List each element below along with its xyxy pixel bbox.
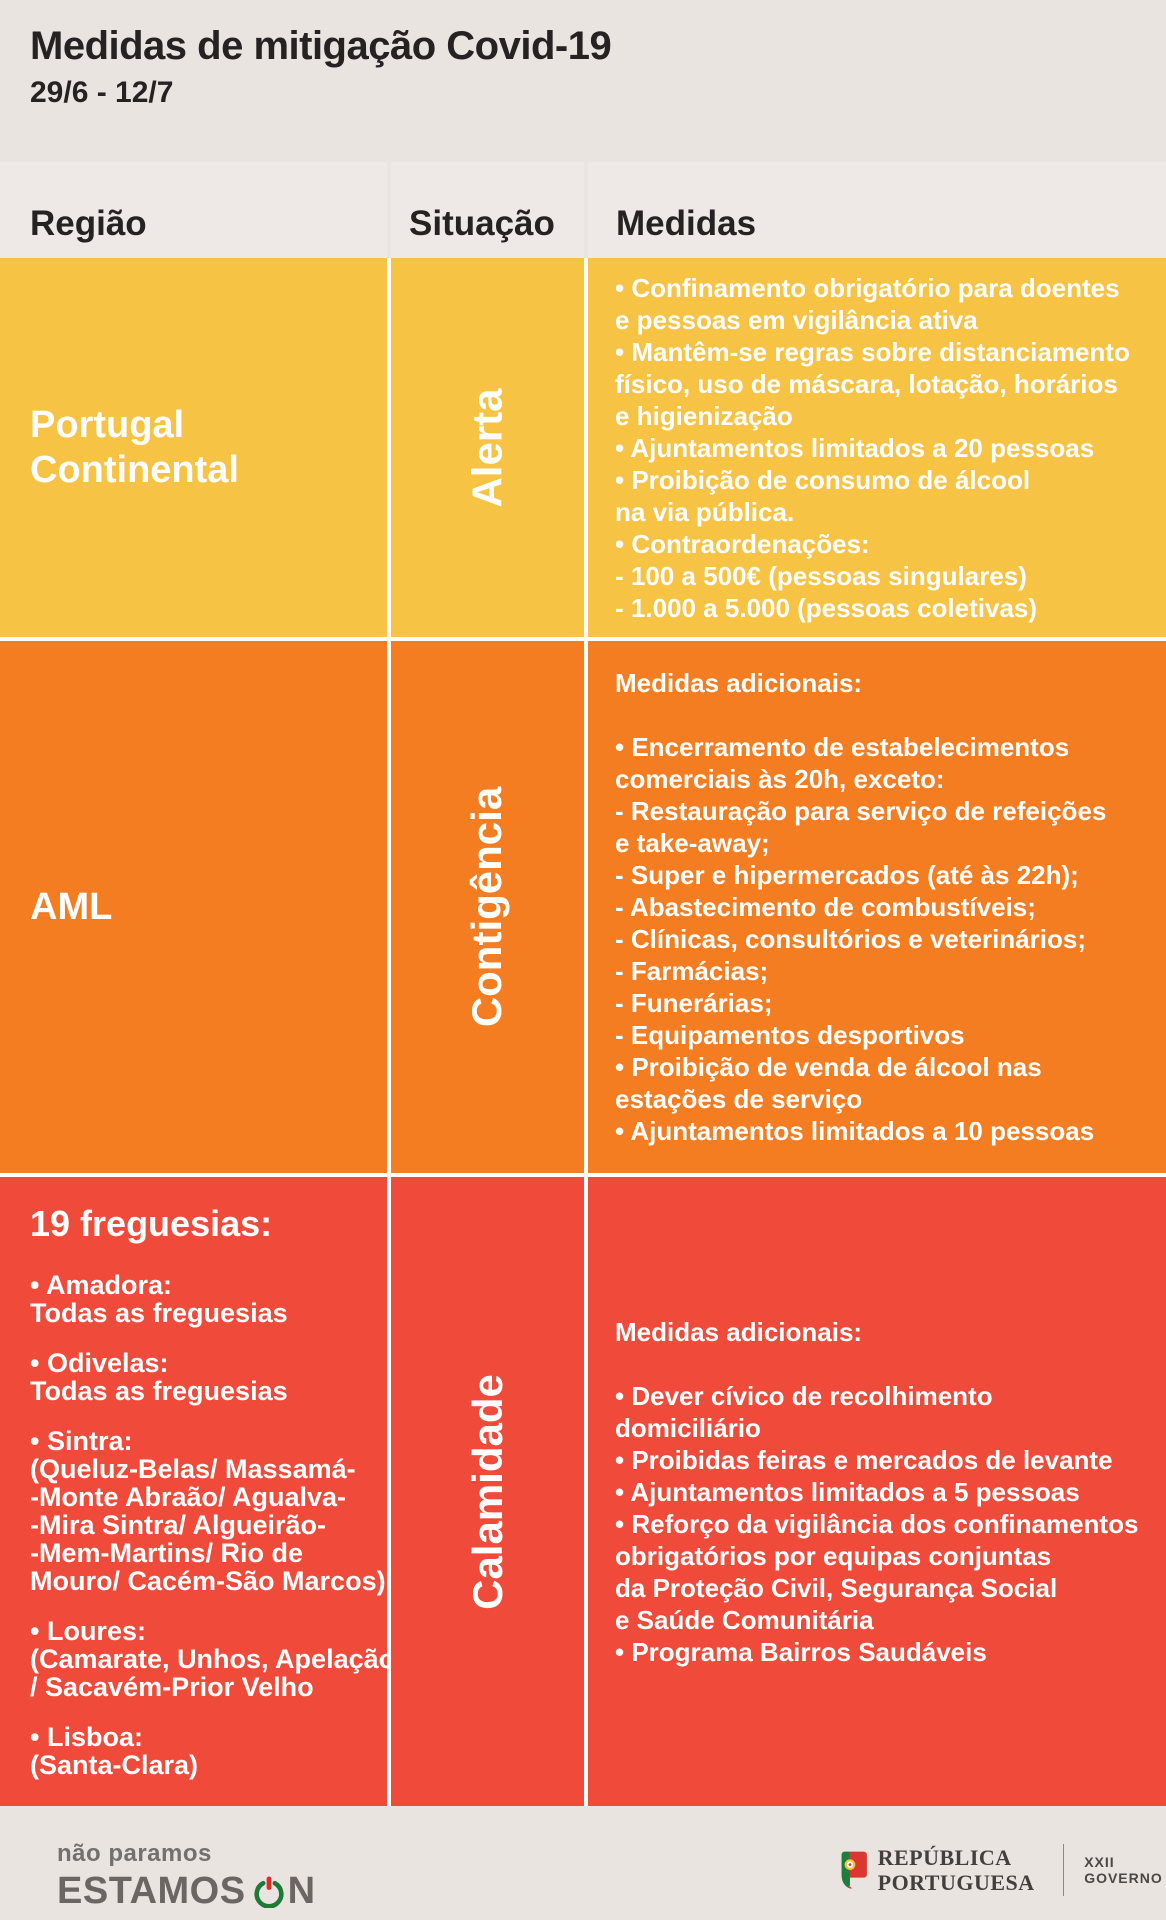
measure-line: da Proteção Civil, Segurança Social	[615, 1572, 1058, 1603]
measures-intro: Medidas adicionais:	[615, 668, 863, 698]
region-item-detail: (Santa-Clara)	[30, 1750, 199, 1780]
table-header-regiao: Região	[0, 162, 387, 258]
region-items-list: • Amadora: Todas as freguesias • Odivelas:…	[30, 1271, 396, 1801]
portugal-flag-icon	[841, 1851, 867, 1889]
measure-line: e Saúde Comunitária	[615, 1604, 874, 1635]
measure-line: e take-away;	[615, 828, 770, 858]
gov-divider	[1062, 1844, 1065, 1896]
region-item-detail: Todas as freguesias	[30, 1376, 288, 1406]
region-item-label: • Loures:	[30, 1616, 146, 1646]
table-header-situacao: Situação	[391, 162, 584, 258]
region-item-detail: -Monte Abraão/ Agualva-	[30, 1482, 347, 1512]
region-title: Portugal Continental	[30, 404, 239, 491]
table-header-situacao-label: Situação	[409, 204, 555, 243]
region-item-detail: / Sacavém-Prior Velho	[30, 1672, 314, 1702]
measure-line: - 1.000 a 5.000 (pessoas coletivas)	[615, 592, 1038, 623]
region-item-detail: Todas as freguesias	[30, 1298, 288, 1328]
page-title: Medidas de mitigação Covid-19	[30, 24, 612, 68]
tagline-word-n: N	[287, 1870, 316, 1912]
table-header-row: Região Situação Medidas	[0, 162, 1166, 258]
region-item-detail: (Camarate, Unhos, Apelação	[30, 1644, 396, 1674]
region-item: • Lisboa: (Santa-Clara)	[30, 1723, 377, 1779]
measure-line: • Confinamento obrigatório para doentes	[615, 272, 1120, 303]
situation-label-calamidade: Calamidade	[463, 1373, 511, 1610]
measure-line: - Funerárias;	[615, 988, 773, 1018]
region-item-detail: -Mem-Martins/ Rio de	[30, 1538, 304, 1568]
measure-line: • Proibidas feiras e mercados de levante	[615, 1444, 1113, 1475]
measure-line: domiciliário	[615, 1412, 761, 1443]
measure-line: • Proibição de venda de álcool nas	[615, 1052, 1042, 1082]
region-item-detail: -Mira Sintra/ Algueirão-	[30, 1510, 327, 1540]
measures-cell-calamidade: Medidas adicionais: • Dever cívico de rec…	[588, 1177, 1166, 1806]
tagline-estamos-on: ESTAMOS N	[57, 1870, 316, 1913]
measures-cell-alerta: • Confinamento obrigatório para doentes e…	[588, 258, 1166, 637]
measure-line: - 100 a 500€ (pessoas singulares)	[615, 560, 1027, 591]
estamos-on-logo: não paramos ESTAMOS N	[57, 1840, 316, 1913]
measure-line: e pessoas em vigilância ativa	[615, 304, 978, 335]
measure-line: • Contraordenações:	[615, 528, 870, 559]
region-item-label: • Odivelas:	[30, 1348, 169, 1378]
measure-line: • Dever cívico de recolhimento	[615, 1380, 993, 1411]
region-heading: 19 freguesias:	[30, 1203, 273, 1244]
measure-line: • Ajuntamentos limitados a 20 pessoas	[615, 432, 1095, 463]
measure-line: e higienização	[615, 400, 793, 431]
region-item: • Odivelas: Todas as freguesias	[30, 1349, 377, 1405]
situation-cell-contigencia: Contigência	[391, 641, 584, 1173]
measure-line: • Ajuntamentos limitados a 5 pessoas	[615, 1476, 1080, 1507]
gov-label: XXII GOVERNO	[1084, 1854, 1163, 1886]
region-cell-19-freguesias: 19 freguesias: • Amadora: Todas as fregue…	[0, 1177, 396, 1806]
region-cell-portugal-continental: Portugal Continental	[0, 258, 387, 637]
gov-name-line1: REPÚBLICA	[877, 1845, 1012, 1870]
measure-line: - Abastecimento de combustíveis;	[615, 892, 1036, 922]
measure-line: estações de serviço	[615, 1084, 863, 1114]
gov-name-line2: PORTUGUESA	[877, 1870, 1035, 1895]
measure-line: na via pública.	[615, 496, 795, 527]
table-header-regiao-label: Região	[30, 204, 147, 243]
table-body: Portugal Continental Alerta • Confinamen…	[0, 258, 1166, 1806]
region-item-label: • Lisboa:	[30, 1722, 143, 1752]
measure-line: - Super e hipermercados (até às 22h);	[615, 860, 1079, 890]
measure-line: obrigatórios por equipas conjuntas	[615, 1540, 1052, 1571]
measure-line: - Equipamentos desportivos	[615, 1020, 965, 1050]
footer: não paramos ESTAMOS N REPÚBLICA	[0, 1806, 1166, 1920]
region-item: • Amadora: Todas as freguesias	[30, 1271, 377, 1327]
situation-cell-calamidade: Calamidade	[391, 1177, 584, 1806]
situation-cell-alerta: Alerta	[391, 258, 584, 637]
region-item: • Sintra: (Queluz-Belas/ Massamá- -Monte A…	[30, 1426, 386, 1596]
measure-line: • Encerramento de estabelecimentos	[615, 732, 1070, 762]
republica-portuguesa-logo: REPÚBLICA PORTUGUESA XXII GOVERNO	[840, 1844, 1166, 1896]
tagline-word-estamos: ESTAMOS	[57, 1870, 246, 1912]
measure-line: - Restauração para serviço de refeições	[615, 796, 1107, 826]
measures-cell-contigencia: Medidas adicionais: • Encerramento de est…	[588, 641, 1166, 1173]
power-icon	[254, 1876, 284, 1908]
measure-line: físico, uso de máscara, lotação, horário…	[615, 368, 1118, 399]
measure-line: - Farmácias;	[615, 956, 769, 986]
measure-line: - Clínicas, consultórios e veterinários;	[615, 924, 1087, 954]
page-subtitle: 29/6 - 12/7	[30, 76, 174, 109]
tagline-nao-paramos: não paramos	[57, 1840, 212, 1867]
region-item-label: • Amadora:	[30, 1270, 172, 1300]
region-item-detail: Mouro/ Cacém-São Marcos)	[30, 1566, 386, 1596]
situation-label-alerta: Alerta	[463, 387, 511, 508]
measure-line: • Ajuntamentos limitados a 10 pessoas	[615, 1116, 1095, 1146]
measure-line: • Mantêm-se regras sobre distanciamento	[615, 336, 1130, 367]
situation-label-contigencia: Contigência	[463, 786, 511, 1028]
measure-line: • Proibição de consumo de álcool	[615, 464, 1031, 495]
measure-line: • Reforço da vigilância dos confinamento…	[615, 1508, 1139, 1539]
table-header-medidas-label: Medidas	[616, 204, 757, 243]
region-item-detail: (Queluz-Belas/ Massamá-	[30, 1454, 356, 1484]
table-header-medidas: Medidas	[588, 162, 1166, 258]
region-cell-aml: AML	[0, 641, 387, 1173]
region-title: AML	[30, 885, 113, 928]
region-item: • Loures: (Camarate, Unhos, Apelação / Sac…	[30, 1616, 396, 1702]
measures-intro: Medidas adicionais:	[615, 1316, 863, 1347]
measure-line: comerciais às 20h, exceto:	[615, 764, 945, 794]
region-item-label: • Sintra:	[30, 1426, 133, 1456]
measure-line: • Programa Bairros Saudáveis	[615, 1636, 987, 1667]
gov-name: REPÚBLICA PORTUGUESA	[878, 1845, 1035, 1895]
